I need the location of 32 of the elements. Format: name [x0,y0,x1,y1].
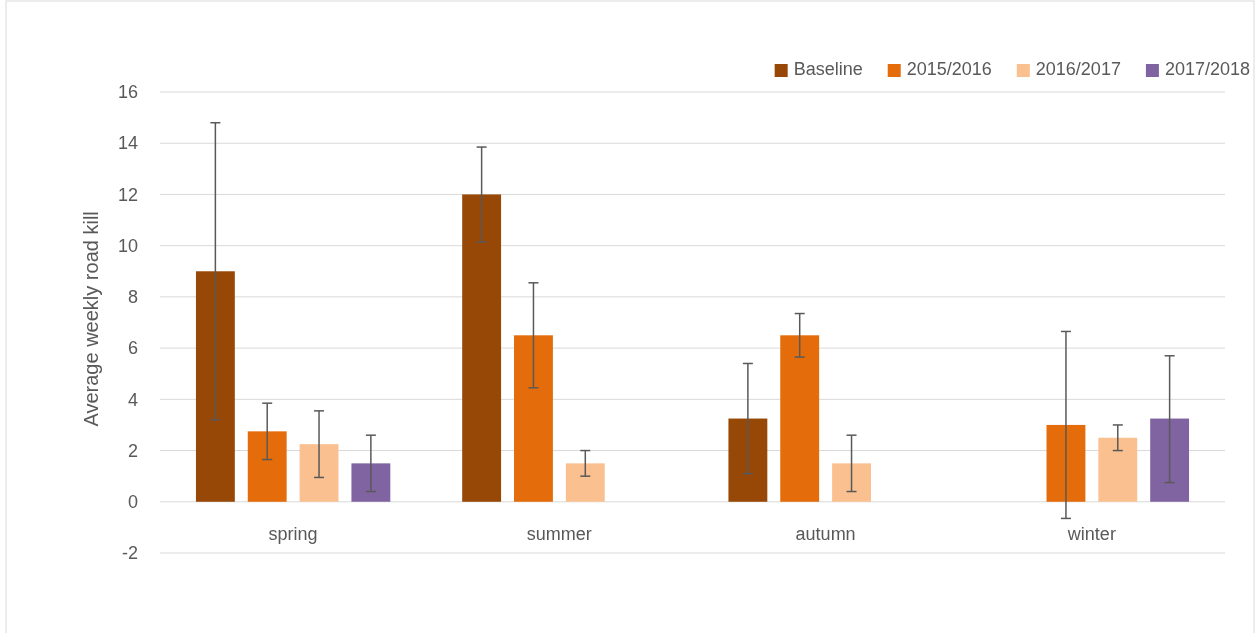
bar [780,335,820,502]
bar [1098,437,1138,502]
bar [514,335,553,502]
y-axis-title: Average weekly road kill [80,211,102,427]
y-tick-label: 8 [127,287,138,308]
x-tick-label: spring [268,523,318,544]
bar [565,463,605,502]
y-tick-label: 2 [127,440,138,461]
legend-label: Baseline [793,59,863,79]
bar [247,431,287,502]
bar [728,418,768,502]
y-tick-label: 16 [117,82,138,103]
y-tick-label: 0 [127,492,138,513]
y-tick-label: 10 [117,235,138,256]
legend-label: 2016/2017 [1035,59,1121,79]
bar [299,444,339,502]
bar [1150,418,1190,502]
legend-label: 2017/2018 [1164,59,1250,79]
bar [351,463,391,502]
bar [832,463,871,502]
bar [195,271,235,502]
x-tick-label: winter [1066,523,1116,544]
y-tick-label: 6 [127,338,138,359]
y-tick-label: 14 [117,133,138,154]
y-tick-label: 4 [127,389,138,410]
bar [462,194,502,502]
x-tick-label: summer [526,523,592,544]
bar [1046,424,1086,502]
legend-label: 2015/2016 [906,59,992,79]
y-tick-label: 12 [117,184,138,205]
x-tick-label: autumn [795,523,856,544]
y-tick-label: -2 [121,543,138,564]
